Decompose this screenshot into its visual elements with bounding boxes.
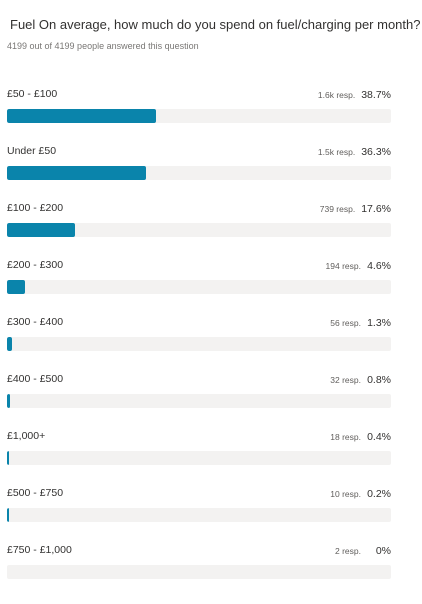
percent-label: 0.2% — [367, 488, 391, 500]
response-count: 18 resp. — [330, 432, 361, 442]
option-row: £750 - £1,000 2 resp. 0% — [7, 543, 391, 583]
response-count: 2 resp. — [335, 546, 361, 556]
progress-track — [7, 223, 391, 237]
progress-fill — [7, 337, 12, 351]
option-stats: 56 resp. 1.3% — [330, 315, 391, 330]
option-row: £400 - £500 32 resp. 0.8% — [7, 372, 391, 412]
option-label: £200 - £300 — [7, 259, 64, 271]
option-row: £1,000+ 18 resp. 0.4% — [7, 429, 391, 469]
percent-label: 36.3% — [361, 146, 391, 158]
response-summary: 4199 out of 4199 people answered this qu… — [7, 41, 199, 51]
progress-track — [7, 565, 391, 579]
percent-label: 0.4% — [367, 431, 391, 443]
option-stats: 10 resp. 0.2% — [330, 486, 391, 501]
response-count: 1.6k resp. — [317, 90, 356, 100]
progress-track — [7, 337, 391, 351]
percent-label: 1.3% — [367, 317, 391, 329]
option-row: £300 - £400 56 resp. 1.3% — [7, 315, 391, 355]
response-count: 56 resp. — [330, 318, 361, 328]
progress-fill — [7, 223, 75, 237]
response-count: 1.5k resp. — [317, 147, 356, 157]
progress-fill — [7, 508, 9, 522]
progress-track — [7, 109, 391, 123]
response-count: 739 resp. — [319, 204, 356, 214]
option-label: £500 - £750 — [7, 487, 64, 499]
progress-track — [7, 280, 391, 294]
progress-track — [7, 394, 391, 408]
percent-label: 0% — [375, 545, 391, 557]
option-row: Under £50 1.5k resp. 36.3% — [7, 144, 391, 184]
option-label: Under £50 — [7, 145, 57, 157]
response-count: 10 resp. — [330, 489, 361, 499]
percent-label: 38.7% — [361, 89, 391, 101]
option-stats: 32 resp. 0.8% — [330, 372, 391, 387]
option-stats: 194 resp. 4.6% — [326, 258, 391, 273]
option-row: £500 - £750 10 resp. 0.2% — [7, 486, 391, 526]
progress-track — [7, 508, 391, 522]
option-row: £50 - £100 1.6k resp. 38.7% — [7, 87, 391, 127]
progress-fill — [7, 280, 25, 294]
progress-track — [7, 451, 391, 465]
option-label: £100 - £200 — [7, 202, 64, 214]
option-label: £300 - £400 — [7, 316, 64, 328]
response-count: 32 resp. — [330, 375, 361, 385]
option-stats: 1.5k resp. 36.3% — [318, 144, 391, 159]
progress-fill — [7, 166, 147, 180]
progress-fill — [7, 109, 156, 123]
option-row: £200 - £300 194 resp. 4.6% — [7, 258, 391, 298]
response-count: 194 resp. — [325, 261, 361, 271]
option-row: £100 - £200 739 resp. 17.6% — [7, 201, 391, 241]
progress-fill — [7, 451, 9, 465]
question-title: Fuel On average, how much do you spend o… — [10, 17, 421, 32]
percent-label: 17.6% — [361, 203, 391, 215]
option-stats: 1.6k resp. 38.7% — [318, 87, 391, 102]
progress-track — [7, 166, 391, 180]
percent-label: 0.8% — [367, 374, 391, 386]
option-stats: 18 resp. 0.4% — [330, 429, 391, 444]
option-stats: 2 resp. 0% — [335, 543, 391, 558]
option-label: £1,000+ — [7, 430, 46, 442]
option-label: £400 - £500 — [7, 373, 64, 385]
option-label: £750 - £1,000 — [7, 544, 72, 556]
progress-fill — [7, 394, 11, 408]
option-label: £50 - £100 — [7, 88, 58, 100]
option-stats: 739 resp. 17.6% — [320, 201, 391, 216]
percent-label: 4.6% — [367, 260, 391, 272]
